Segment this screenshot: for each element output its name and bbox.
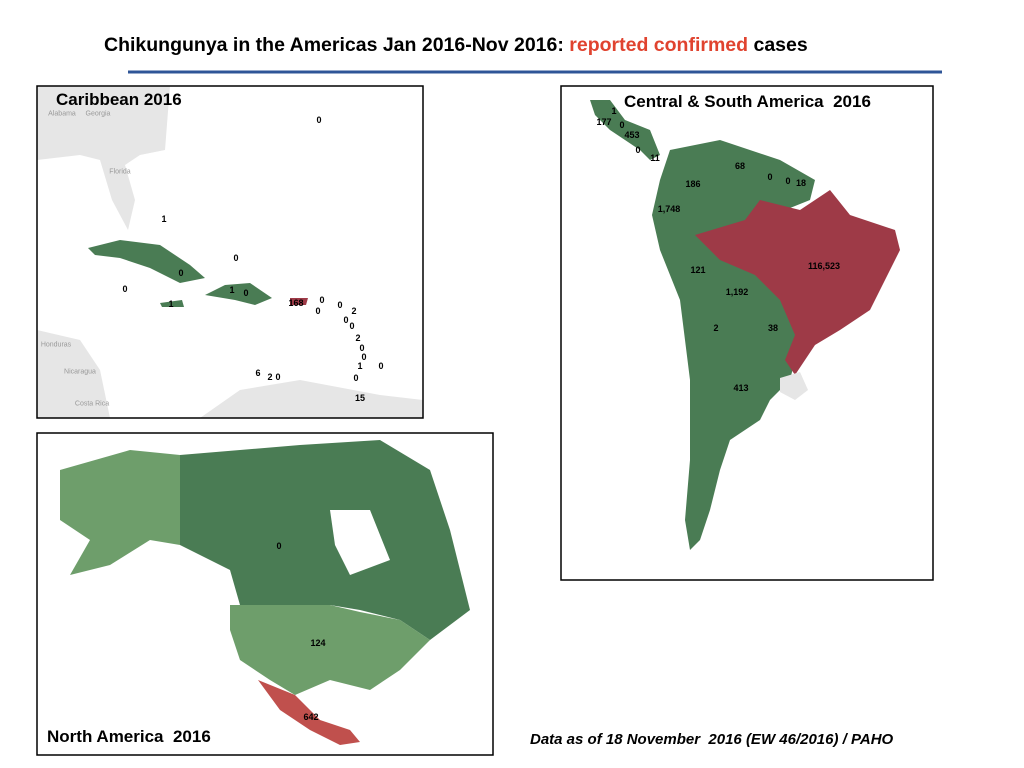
south-america-map bbox=[590, 100, 900, 550]
footer-note: Data as of 18 November 2016 (EW 46/2016)… bbox=[530, 731, 894, 748]
case-count: 2 bbox=[351, 306, 357, 316]
north-america-map bbox=[60, 440, 470, 745]
panel-frame bbox=[560, 85, 934, 581]
case-count: 0 bbox=[353, 373, 359, 383]
case-count: 0 bbox=[361, 352, 367, 362]
case-count: 168 bbox=[288, 298, 304, 308]
case-count: 2 bbox=[267, 372, 273, 382]
case-count: 2 bbox=[713, 323, 719, 333]
case-count: 1 bbox=[357, 361, 363, 371]
case-count: 121 bbox=[690, 265, 706, 275]
case-count: 1 bbox=[168, 299, 174, 309]
case-count: 0 bbox=[233, 253, 239, 263]
case-count: 0 bbox=[337, 300, 343, 310]
case-count: 0 bbox=[122, 284, 128, 294]
case-count: 0 bbox=[349, 321, 355, 331]
case-count: 2 bbox=[355, 333, 361, 343]
case-count: 0 bbox=[276, 541, 282, 551]
panel-frame bbox=[36, 85, 424, 419]
panel-title: Caribbean 2016 bbox=[56, 90, 182, 109]
case-count: 0 bbox=[316, 115, 322, 125]
case-count: 453 bbox=[624, 130, 640, 140]
case-count: 1 bbox=[161, 214, 167, 224]
place-name: Georgia bbox=[85, 110, 111, 118]
place-name: Alabama bbox=[48, 110, 76, 118]
panel-title: North America 2016 bbox=[47, 727, 211, 746]
place-name: Nicaragua bbox=[64, 368, 96, 376]
case-count: 413 bbox=[733, 383, 749, 393]
case-count: 0 bbox=[243, 288, 249, 298]
case-count: 1 bbox=[229, 285, 235, 295]
title-text: Chikungunya in the Americas Jan 2016-Nov… bbox=[104, 34, 564, 56]
case-count: 0 bbox=[767, 172, 773, 182]
case-count: 186 bbox=[685, 179, 701, 189]
caribbean-map bbox=[37, 86, 423, 418]
case-count: 0 bbox=[178, 268, 184, 278]
case-count: 0 bbox=[359, 343, 365, 353]
case-count: 116,523 bbox=[807, 261, 841, 271]
case-count: 0 bbox=[319, 295, 325, 305]
case-count: 11 bbox=[650, 153, 660, 163]
panel-frame bbox=[36, 432, 494, 756]
title-highlight: reported confirmed bbox=[569, 34, 749, 56]
case-count: 0 bbox=[275, 372, 281, 382]
case-count: 0 bbox=[635, 145, 641, 155]
case-count: 0 bbox=[619, 120, 625, 130]
case-count: 15 bbox=[354, 393, 366, 403]
case-count: 68 bbox=[734, 161, 746, 171]
place-name: Honduras bbox=[40, 341, 72, 349]
panel-title: Central & South America 2016 bbox=[624, 92, 871, 111]
case-count: 1,748 bbox=[657, 204, 681, 214]
case-count: 1 bbox=[611, 106, 617, 116]
place-name: Florida bbox=[109, 168, 131, 176]
case-count: 18 bbox=[795, 178, 807, 188]
slide-title: Chikungunya in the Americas Jan 2016-Nov… bbox=[104, 34, 808, 57]
case-count: 0 bbox=[343, 315, 349, 325]
place-name: Costa Rica bbox=[74, 400, 110, 408]
case-count: 177 bbox=[596, 117, 612, 127]
title-end: cases bbox=[753, 34, 808, 56]
case-count: 0 bbox=[785, 176, 791, 186]
case-count: 642 bbox=[303, 712, 319, 722]
case-count: 38 bbox=[767, 323, 779, 333]
case-count: 1,192 bbox=[725, 287, 749, 297]
case-count: 124 bbox=[310, 638, 326, 648]
case-count: 0 bbox=[378, 361, 384, 371]
case-count: 6 bbox=[255, 368, 261, 378]
case-count: 0 bbox=[315, 306, 321, 316]
